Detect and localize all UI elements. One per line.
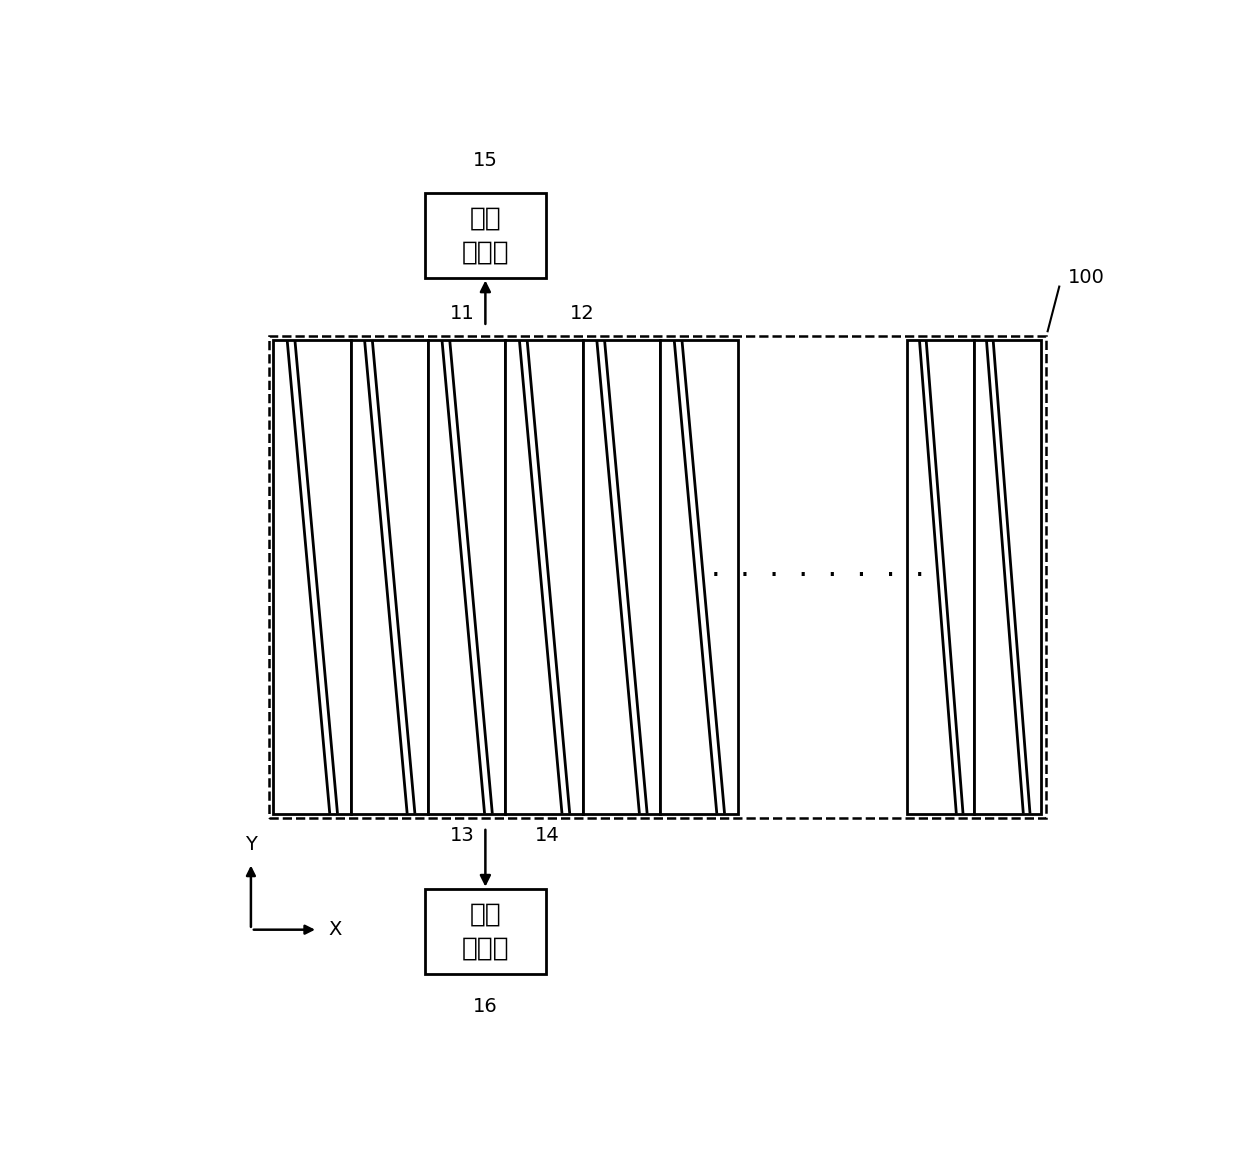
Bar bbox=[582, 340, 660, 813]
Bar bbox=[269, 335, 1046, 818]
Text: 13: 13 bbox=[450, 826, 475, 846]
Text: 12: 12 bbox=[570, 304, 595, 322]
Text: 16: 16 bbox=[473, 996, 498, 1016]
Bar bbox=[907, 340, 974, 813]
Text: 第一
感应器: 第一 感应器 bbox=[462, 205, 509, 266]
Text: 第二
感应器: 第二 感应器 bbox=[462, 902, 509, 962]
Bar bbox=[425, 193, 545, 277]
Text: 15: 15 bbox=[473, 152, 498, 171]
Bar bbox=[660, 340, 737, 813]
Text: Y: Y bbox=[245, 835, 256, 854]
Bar bbox=[506, 340, 582, 813]
Text: X: X bbox=[328, 920, 342, 940]
Bar bbox=[425, 890, 545, 974]
Text: ·  ·  ·  ·  ·  ·  ·  ·: · · · · · · · · bbox=[711, 563, 924, 592]
Bar bbox=[351, 340, 427, 813]
Bar bbox=[274, 340, 351, 813]
Text: 100: 100 bbox=[1068, 268, 1105, 288]
Text: 14: 14 bbox=[534, 826, 559, 846]
Text: 11: 11 bbox=[450, 304, 475, 322]
Bar bbox=[427, 340, 506, 813]
Bar bbox=[974, 340, 1042, 813]
